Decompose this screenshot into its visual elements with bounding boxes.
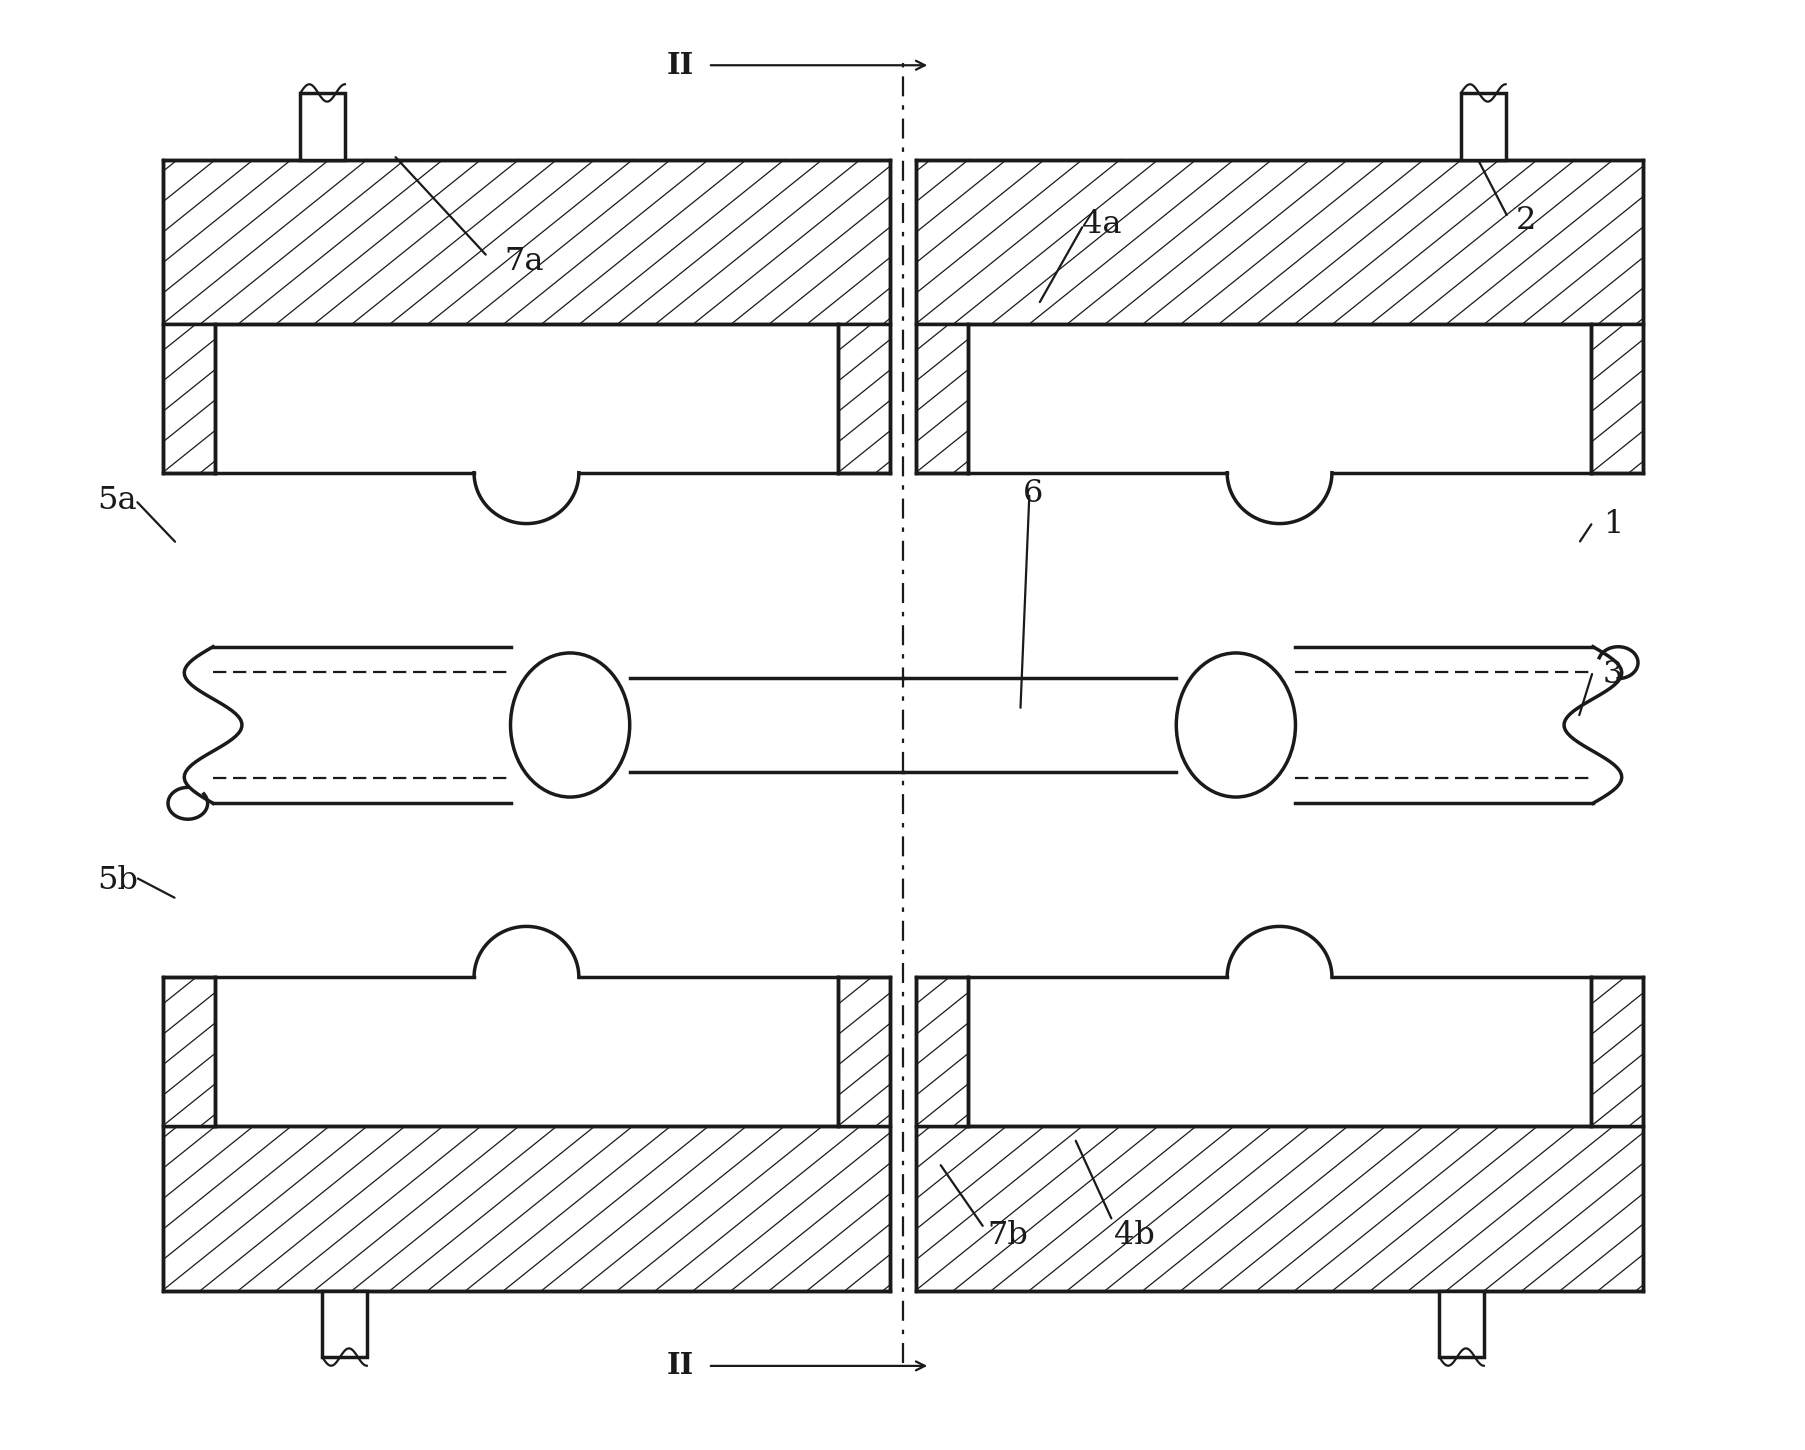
Text: 4b: 4b (1114, 1219, 1153, 1251)
Bar (162, 977, 215, 1127)
Bar (162, 323, 215, 473)
Text: 4a: 4a (1081, 209, 1121, 241)
Bar (915, 977, 967, 1127)
Text: 3: 3 (1601, 658, 1623, 690)
Polygon shape (967, 473, 1590, 523)
Polygon shape (215, 927, 838, 977)
Polygon shape (215, 473, 838, 523)
Ellipse shape (1175, 652, 1294, 798)
Bar (915, 160, 1643, 323)
Text: 1: 1 (1601, 509, 1623, 541)
Bar (162, 1127, 890, 1290)
Text: 5b: 5b (97, 864, 137, 896)
Text: II: II (666, 51, 693, 80)
Ellipse shape (511, 652, 630, 798)
Bar (915, 323, 967, 473)
Text: 7a: 7a (504, 245, 543, 277)
Bar (1590, 323, 1643, 473)
Text: 5a: 5a (97, 484, 137, 516)
Bar (1460, 93, 1505, 160)
Bar (915, 1127, 1643, 1290)
Bar (838, 977, 890, 1127)
Text: 7b: 7b (987, 1219, 1027, 1251)
Bar (300, 93, 345, 160)
Bar (321, 1290, 366, 1357)
Text: 6: 6 (1022, 477, 1043, 509)
Text: II: II (666, 1351, 693, 1380)
Text: 2: 2 (1514, 204, 1536, 236)
Bar (162, 160, 890, 323)
Bar (1590, 977, 1643, 1127)
Polygon shape (967, 927, 1590, 977)
Bar (838, 323, 890, 473)
Bar (1439, 1290, 1484, 1357)
